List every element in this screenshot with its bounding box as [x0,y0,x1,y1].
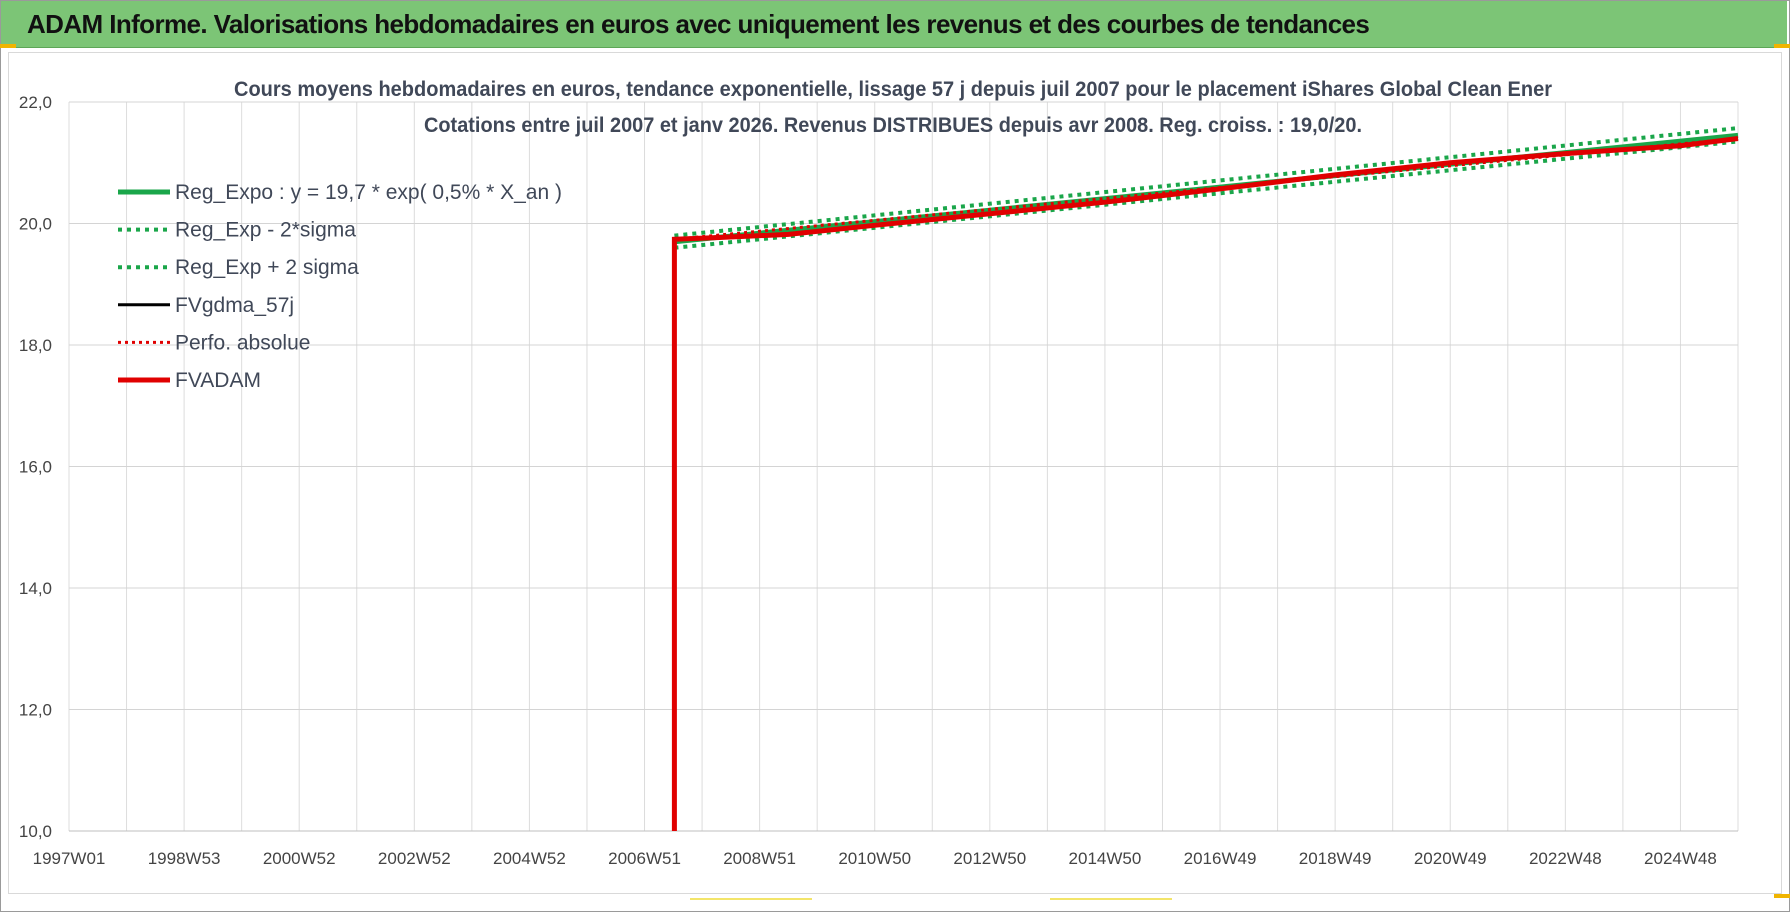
y-tick-label: 16,0 [19,458,52,477]
series-line-5 [671,136,1739,831]
legend-label-2: Reg_Exp + 2 sigma [175,256,359,279]
corner-marker-tr [1774,44,1790,48]
series-line-1 [674,139,1739,250]
legend-label-3: FVgdma_57j [175,294,294,317]
grid-lines [68,101,1739,832]
banner-title: ADAM Informe. Valorisations hebdomadaire… [27,9,1370,39]
x-tick-label: 2014W50 [1069,849,1142,868]
x-tick-label: 2006W51 [608,849,681,868]
y-tick-label: 14,0 [19,579,52,598]
chart-legend: Reg_Expo : y = 19,7 * exp( 0,5% * X_an )… [118,181,562,392]
y-tick-label: 18,0 [19,336,52,355]
corner-marker-br [1774,894,1790,898]
y-tick-label: 22,0 [19,93,52,112]
yellow-mark-2 [1050,898,1172,900]
x-tick-label: 2024W48 [1644,849,1717,868]
x-tick-label: 2012W50 [953,849,1026,868]
legend-label-1: Reg_Exp - 2*sigma [175,219,356,242]
x-tick-label: 2000W52 [263,849,336,868]
series-line-2 [674,126,1739,238]
chart-subtitle: Cotations entre juil 2007 et janv 2026. … [424,114,1362,137]
x-tick-label: 2016W49 [1184,849,1257,868]
x-tick-label: 1997W01 [33,849,106,868]
y-tick-label: 20,0 [19,215,52,234]
x-tick-label: 2002W52 [378,849,451,868]
legend-label-5: FVADAM [175,369,261,392]
legend-label-0: Reg_Expo : y = 19,7 * exp( 0,5% * X_an ) [175,181,562,204]
x-tick-label: 2018W49 [1299,849,1372,868]
x-tick-label: 2008W51 [723,849,796,868]
legend-label-4: Perfo. absolue [175,331,310,354]
x-tick-label: 1998W53 [148,849,221,868]
y-tick-label: 10,0 [19,822,52,841]
yellow-mark-1 [690,898,812,900]
axes: 10,0 12,0 14,0 16,0 18,0 20,0 22,0 1997W01 1998W… [19,93,1738,868]
x-tick-label: 2022W48 [1529,849,1602,868]
y-tick-label: 12,0 [19,701,52,720]
x-tick-label: 2004W52 [493,849,566,868]
title-banner: ADAM Informe. Valorisations hebdomadaire… [1,1,1787,48]
chart-frame [8,52,1782,894]
chart-title: Cours moyens hebdomadaires en euros, ten… [234,78,1552,101]
corner-marker-tl [0,44,16,48]
series-layer [671,126,1739,831]
x-tick-label: 2020W49 [1414,849,1487,868]
x-tick-label: 2010W50 [838,849,911,868]
